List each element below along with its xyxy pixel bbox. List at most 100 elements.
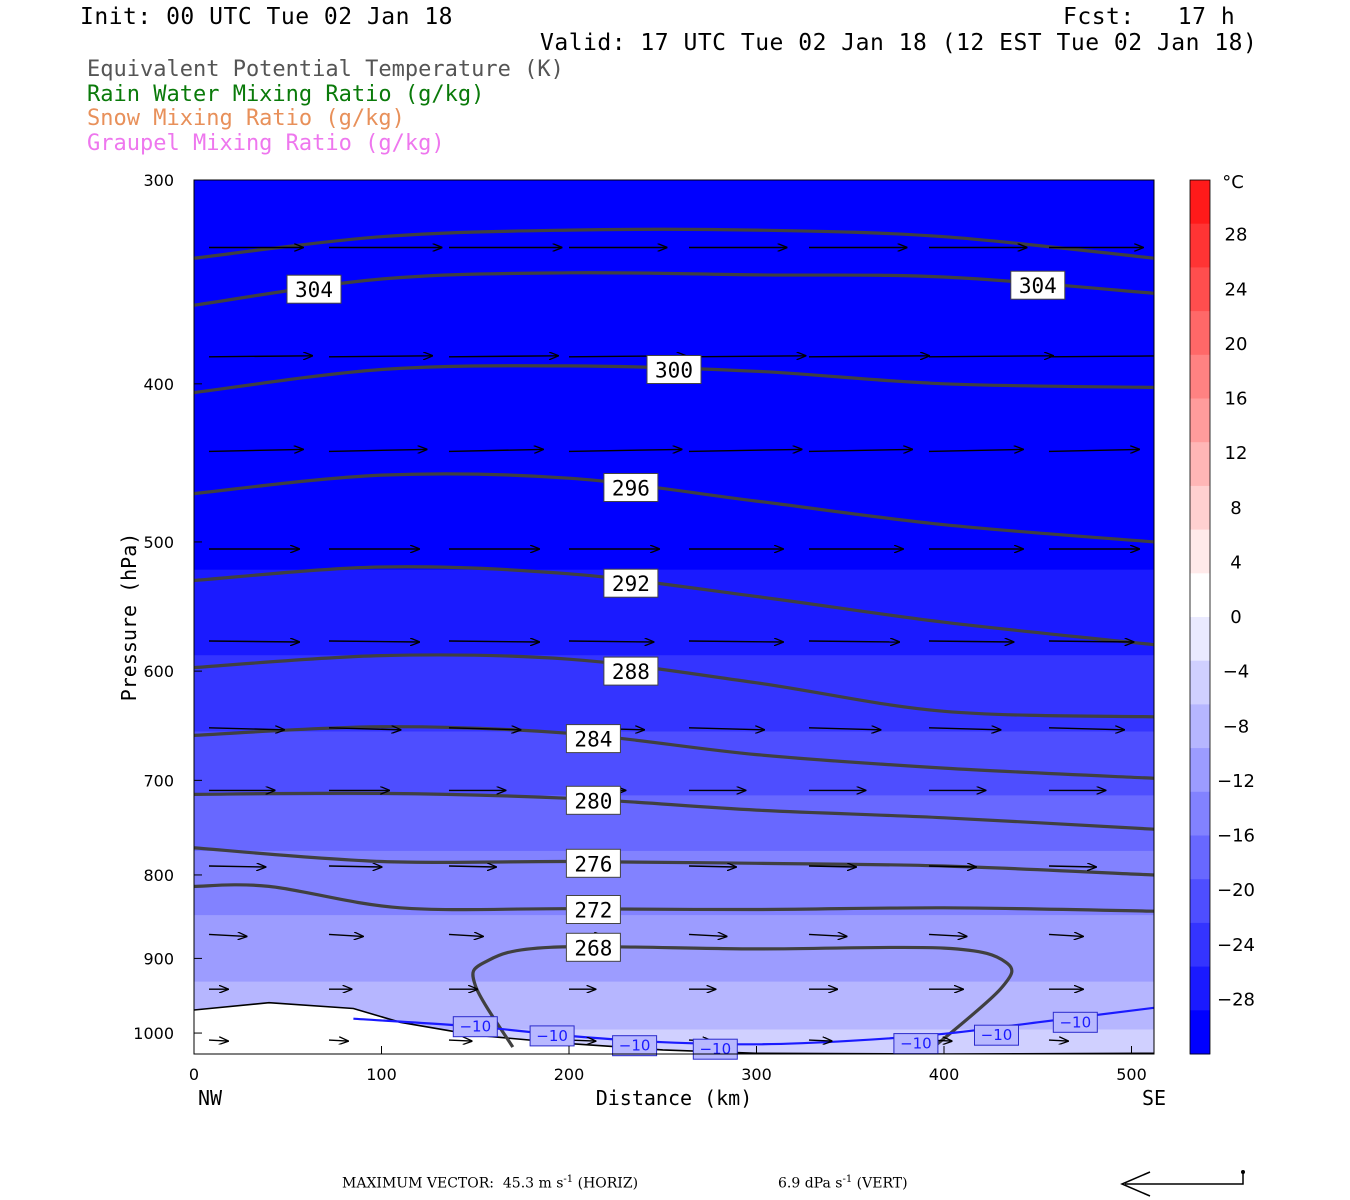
colorbar-swatch	[1190, 1010, 1210, 1055]
legend-snow: Snow Mixing Ratio (g/kg)	[87, 106, 405, 131]
wind-vector	[568, 641, 653, 642]
isotherm-label-text: −10	[981, 1026, 1013, 1044]
temp-band	[194, 671, 1154, 688]
wind-vector	[208, 934, 247, 936]
theta-e-label: 276	[565, 848, 621, 878]
plot-frame	[193, 179, 1155, 1055]
theta-e-label-text: 304	[1019, 274, 1057, 298]
wind-vector	[808, 728, 880, 730]
wind-vector	[928, 934, 967, 936]
temp-band	[194, 974, 1154, 983]
theta-e-label: 280	[565, 785, 621, 815]
theta-e-label-text: 288	[612, 660, 650, 684]
colorbar-swatch	[1190, 267, 1210, 312]
colorbar-tick-label: −16	[1217, 826, 1255, 847]
temp-band	[194, 503, 1154, 521]
theta-e-line	[194, 791, 1154, 831]
wind-vector	[688, 934, 727, 936]
wind-vector	[208, 1040, 228, 1041]
colorbar-swatch	[1190, 354, 1210, 399]
theta-e-label-text: 300	[655, 359, 693, 383]
isotherm-label-text: −10	[619, 1037, 651, 1055]
colorbar-tick-label: 16	[1225, 389, 1248, 410]
colorbar-tick-label: −8	[1223, 716, 1250, 737]
y-tick-label: 900	[143, 949, 174, 968]
reference-vector	[1120, 1170, 1245, 1197]
temp-band	[194, 829, 1154, 841]
colorbar-swatch	[1190, 180, 1210, 225]
theta-e-label-box	[603, 568, 659, 598]
colorbar: 28 24 20 16 12 8 4 0 −4 −8 −12 −16 −20 −24 −28 °C	[1189, 172, 1255, 1055]
theta-e-line	[194, 227, 1154, 260]
temp-band	[194, 850, 1154, 863]
wind-vector	[1048, 641, 1133, 642]
wind-vector	[448, 641, 539, 642]
theta-e-label-text: 292	[612, 572, 650, 596]
temp-band	[194, 605, 1154, 623]
temp-band	[194, 947, 1154, 959]
temp-band	[194, 520, 1154, 538]
colorbar-tick-label: 20	[1225, 334, 1248, 355]
temp-band	[194, 485, 1154, 504]
theta-e-line	[194, 472, 1154, 544]
colorbar-swatch	[1190, 922, 1210, 968]
colorbar-swatch	[1190, 485, 1210, 531]
axes: 0 100 200 300 400 500 300 400 500 600 700 800 900 100…	[117, 171, 1166, 1110]
colorbar-tick-label: −24	[1217, 935, 1255, 956]
temp-band	[194, 771, 1154, 785]
temp-band	[194, 701, 1154, 718]
wind-vector	[928, 356, 1053, 357]
wind-vector	[328, 641, 419, 642]
terrain-fill	[194, 1002, 1154, 1054]
wind-vector	[808, 1040, 832, 1041]
isotherm-label-box	[974, 1024, 1019, 1046]
temp-band	[194, 383, 1154, 428]
wind-vector	[328, 866, 382, 867]
wind-vector	[328, 934, 363, 936]
colorbar-swatch	[1190, 791, 1210, 836]
y-tick-label: 500	[143, 533, 174, 552]
temp-band	[194, 1029, 1154, 1039]
theta-e-line	[194, 271, 1154, 307]
temp-band	[194, 569, 1154, 589]
wind-vector	[808, 866, 856, 867]
legend-graupel: Graupel Mixing Ratio (g/kg)	[87, 131, 445, 156]
temp-band	[194, 638, 1154, 656]
theta-e-label: 304	[286, 274, 342, 304]
x-tick-label: 100	[366, 1065, 397, 1084]
temp-band	[194, 716, 1154, 732]
wind-vector	[808, 934, 847, 936]
wind-vector	[328, 1040, 348, 1041]
temp-band	[194, 958, 1154, 967]
isotherm-label-box	[529, 1025, 575, 1047]
theta-e-label-box	[565, 932, 621, 962]
wind-vector	[928, 728, 1000, 730]
isotherm-label-box	[1052, 1011, 1098, 1033]
theta-e-label-box	[565, 848, 621, 878]
colorbar-frame	[1189, 179, 1211, 1055]
temp-band	[194, 806, 1154, 819]
wind-vector	[808, 641, 899, 642]
temp-band	[194, 759, 1154, 773]
y-tick-label: 1000	[133, 1024, 174, 1043]
x-tick-label: 300	[741, 1065, 772, 1084]
y-tick-label: 300	[143, 171, 174, 190]
wind-vector	[1048, 355, 1154, 358]
isotherm-label: −10	[974, 1024, 1019, 1046]
theta-e-label-text: 304	[295, 278, 333, 302]
temp-band	[194, 937, 1154, 949]
init-time: Init: 00 UTC Tue 02 Jan 18	[80, 4, 454, 30]
theta-e-label-text: 268	[574, 936, 612, 960]
theta-e-label: 268	[565, 932, 621, 962]
colorbar-swatch	[1190, 529, 1210, 574]
theta-e-label-box	[565, 785, 621, 815]
theta-e-label-text: 296	[612, 477, 650, 501]
max-horizontal-vector: MAXIMUM VECTOR: 45.3 m s-1 (HORIZ)	[342, 1174, 639, 1192]
colorbar-tick-label: 12	[1225, 443, 1248, 464]
temp-band	[194, 840, 1154, 852]
theta-e-label-box	[646, 355, 702, 384]
wind-vector	[208, 641, 299, 642]
x-tick-label: 500	[1116, 1065, 1147, 1084]
theta-e-label-box	[603, 656, 659, 686]
